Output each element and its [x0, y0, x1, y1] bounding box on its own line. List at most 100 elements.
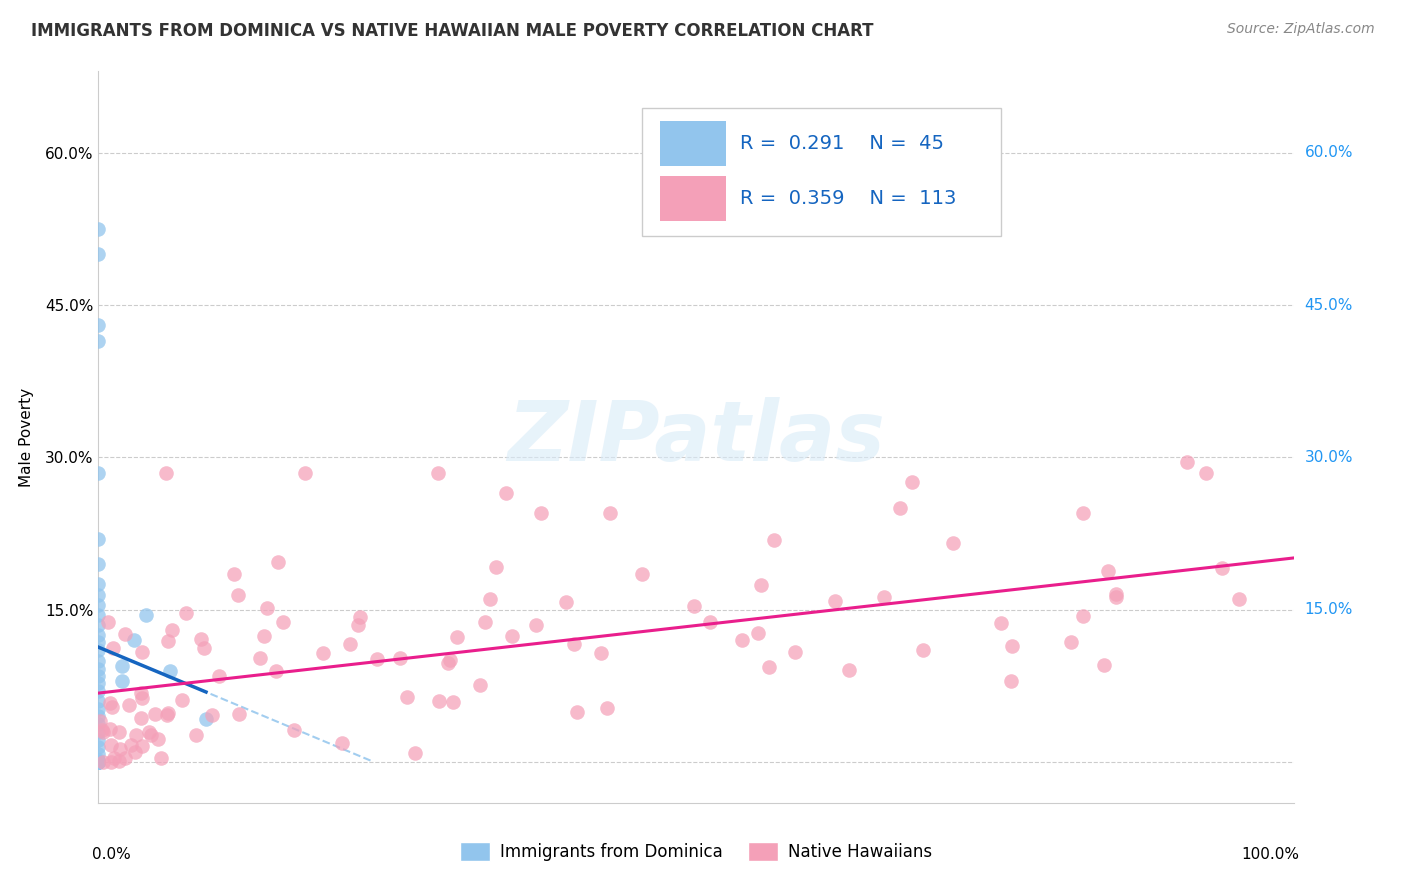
Point	[90, 723, 112, 737]
Point	[108, 754, 131, 768]
Point	[762, 533, 785, 548]
Point	[100, 738, 122, 752]
Point	[1073, 608, 1095, 623]
Point	[87, 532, 110, 546]
Point	[283, 723, 305, 737]
Point	[114, 750, 136, 764]
Point	[474, 615, 496, 629]
Point	[311, 646, 333, 660]
Point	[1092, 658, 1115, 673]
Point	[526, 618, 548, 632]
Point	[87, 702, 110, 716]
Point	[87, 755, 110, 769]
Point	[208, 668, 231, 682]
Point	[124, 745, 146, 759]
Point	[193, 640, 215, 655]
Text: IMMIGRANTS FROM DOMINICA VS NATIVE HAWAIIAN MALE POVERTY CORRELATION CHART: IMMIGRANTS FROM DOMINICA VS NATIVE HAWAI…	[31, 22, 873, 40]
Point	[530, 506, 553, 520]
Point	[87, 247, 110, 261]
Point	[111, 658, 134, 673]
Point	[87, 694, 110, 708]
Point	[824, 594, 846, 608]
Point	[426, 466, 449, 480]
Text: R =  0.359    N =  113: R = 0.359 N = 113	[740, 189, 956, 208]
Y-axis label: Male Poverty: Male Poverty	[18, 387, 34, 487]
Point	[249, 650, 271, 665]
Point	[1071, 506, 1094, 520]
Text: 60.0%: 60.0%	[1305, 145, 1353, 161]
Point	[87, 755, 110, 769]
Point	[294, 466, 316, 480]
Point	[470, 678, 492, 692]
Point	[87, 618, 110, 632]
Point	[111, 673, 134, 688]
Text: ZIPatlas: ZIPatlas	[508, 397, 884, 477]
Point	[98, 723, 121, 737]
Point	[131, 739, 153, 753]
Point	[339, 637, 361, 651]
Point	[100, 699, 122, 714]
Point	[478, 591, 501, 606]
Point	[87, 635, 110, 649]
Point	[129, 686, 152, 700]
Point	[139, 728, 162, 742]
Point	[1175, 455, 1198, 469]
Point	[87, 755, 110, 769]
Point	[87, 755, 110, 769]
Point	[131, 645, 153, 659]
Point	[1105, 590, 1128, 604]
Point	[1097, 564, 1119, 578]
Point	[125, 728, 148, 742]
Bar	[661, 121, 725, 167]
Point	[143, 706, 166, 721]
Point	[256, 600, 278, 615]
Point	[87, 755, 110, 769]
Point	[135, 607, 157, 622]
Point	[683, 599, 706, 613]
Point	[699, 615, 721, 629]
Point	[589, 646, 612, 660]
Point	[87, 318, 110, 333]
Point	[103, 751, 125, 765]
Point	[190, 632, 212, 646]
Point	[495, 486, 517, 500]
Point	[347, 618, 370, 632]
Point	[87, 334, 110, 348]
Point	[87, 755, 110, 769]
Point	[990, 615, 1012, 630]
Point	[87, 588, 110, 602]
Point	[1211, 561, 1233, 575]
Point	[87, 724, 110, 739]
Point	[785, 645, 807, 659]
Point	[900, 475, 922, 490]
Point	[87, 643, 110, 657]
Point	[195, 713, 218, 727]
Point	[562, 637, 585, 651]
Point	[87, 669, 110, 683]
Point	[388, 651, 411, 665]
Point	[441, 695, 464, 709]
Text: 45.0%: 45.0%	[1305, 298, 1353, 312]
Point	[501, 629, 523, 643]
Point	[87, 716, 110, 731]
Point	[201, 708, 224, 723]
Point	[138, 724, 160, 739]
Point	[747, 625, 769, 640]
Point	[87, 577, 110, 591]
Point	[565, 705, 588, 719]
Point	[555, 595, 578, 609]
Point	[226, 588, 249, 602]
Point	[253, 629, 276, 643]
Point	[889, 501, 911, 516]
Point	[1195, 467, 1218, 481]
Point	[224, 566, 246, 581]
Point	[758, 659, 780, 673]
Point	[87, 747, 110, 761]
Point	[160, 623, 183, 637]
Point	[87, 598, 110, 612]
Point	[87, 732, 110, 747]
Point	[156, 706, 179, 721]
Point	[131, 711, 153, 725]
Point	[87, 684, 110, 698]
Point	[1227, 591, 1250, 606]
